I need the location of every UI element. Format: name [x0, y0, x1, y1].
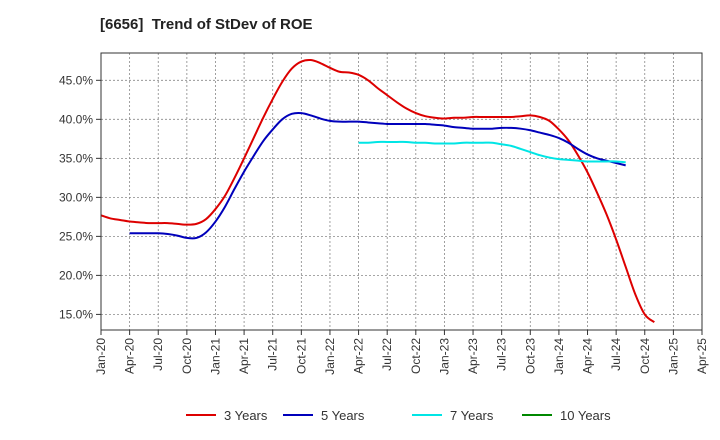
y-tick-label: 45.0%	[59, 73, 93, 87]
legend-label-5-years: 5 Years	[321, 408, 365, 423]
x-tick-label: Jul-24	[609, 338, 623, 371]
x-tick-label: Oct-21	[294, 338, 308, 374]
x-tick-label: Apr-22	[352, 338, 366, 374]
series-line-7-years	[358, 140, 626, 164]
x-tick-label: Jul-23	[495, 338, 509, 371]
y-tick-label: 30.0%	[59, 190, 93, 204]
x-tick-label: Jan-20	[94, 338, 108, 375]
legend-label-3-years: 3 Years	[224, 408, 268, 423]
x-tick-label: Jan-24	[552, 338, 566, 375]
y-tick-label: 40.0%	[59, 112, 93, 126]
x-tick-label: Jul-20	[151, 338, 165, 371]
x-tick-label: Apr-25	[695, 338, 709, 374]
x-tick-label: Oct-23	[523, 338, 537, 374]
plot-area	[101, 53, 702, 330]
x-tick-label: Jan-23	[437, 338, 451, 375]
y-tick-label: 25.0%	[59, 229, 93, 243]
x-tick-label: Jul-22	[380, 338, 394, 371]
series-line-3-years	[100, 58, 655, 324]
x-tick-label: Jul-21	[266, 338, 280, 371]
x-tick-label: Jan-25	[666, 338, 680, 375]
x-tick-label: Apr-20	[123, 338, 137, 374]
y-tick-label: 15.0%	[59, 307, 93, 321]
y-tick-label: 20.0%	[59, 268, 93, 282]
x-tick-label: Apr-21	[237, 338, 251, 374]
x-tick-label: Oct-22	[409, 338, 423, 374]
x-tick-label: Oct-20	[180, 338, 194, 374]
y-axis-ticks: 15.0% 20.0% 25.0% 30.0% 35.0% 40.0% 45.0%	[59, 73, 101, 321]
grid-lines	[101, 53, 702, 330]
chart-title: [6656] Trend of StDev of ROE	[100, 16, 313, 33]
plot-frame	[100, 52, 703, 331]
legend-label-7-years: 7 Years	[450, 408, 494, 423]
x-tick-label: Apr-24	[581, 338, 595, 374]
series-line-5-years	[129, 111, 626, 240]
x-axis-ticks: Jan-20 Apr-20 Jul-20 Oct-20 Jan-21 Apr-21 Jul-…	[94, 330, 709, 375]
legend: 3 Years 5 Years 7 Years 10 Years	[186, 408, 611, 423]
x-tick-label: Apr-23	[466, 338, 480, 374]
x-tick-label: Jan-22	[323, 338, 337, 375]
y-tick-label: 35.0%	[59, 151, 93, 165]
x-tick-label: Jan-21	[208, 338, 222, 375]
x-tick-label: Oct-24	[638, 338, 652, 374]
series-lines	[100, 58, 655, 324]
legend-label-10-years: 10 Years	[560, 408, 611, 423]
